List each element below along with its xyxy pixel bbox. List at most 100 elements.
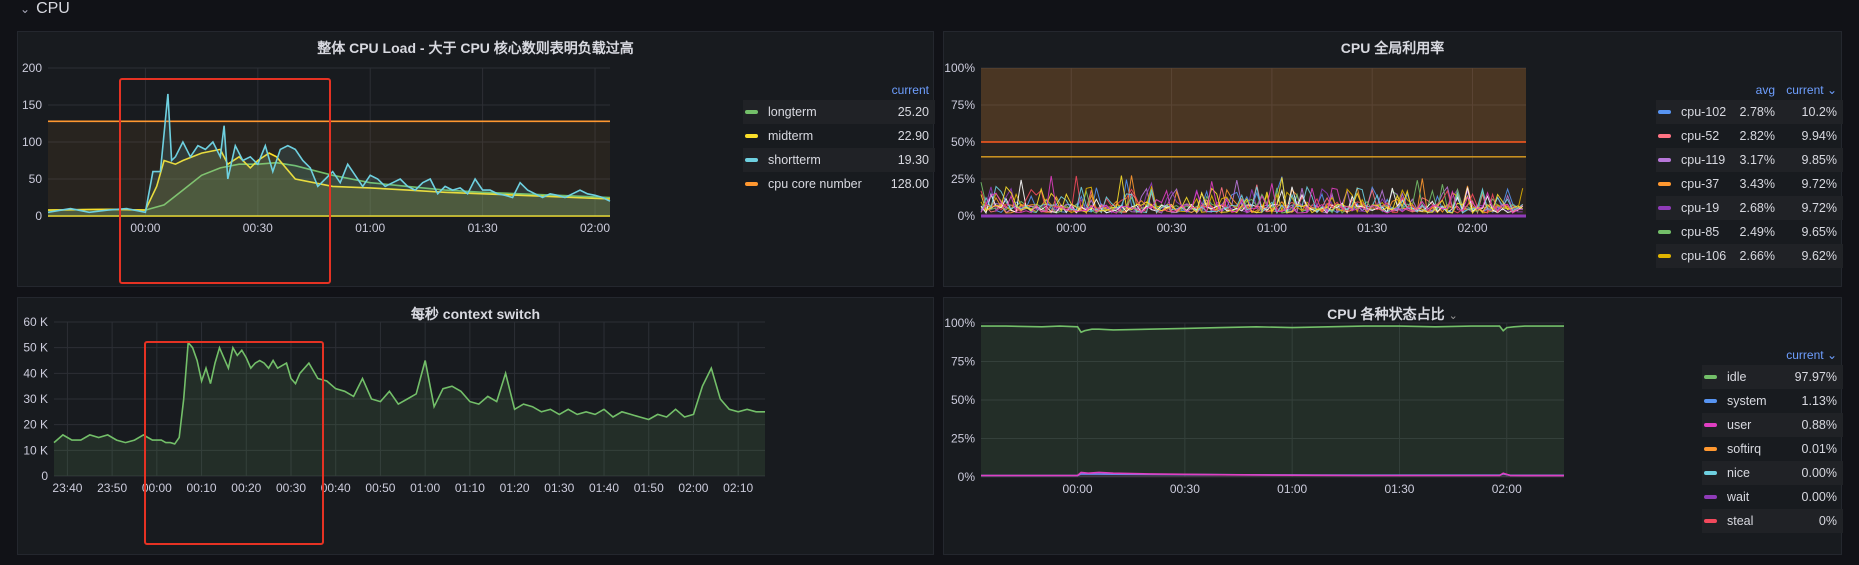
legend-series-name: steal (1727, 514, 1754, 528)
legend-item-softirq[interactable]: softirq 0.01% (1702, 437, 1843, 461)
legend-value-avg: 3.17% (1739, 153, 1775, 167)
y-tick-label: 100 (22, 135, 42, 149)
y-tick-label: 150 (22, 98, 42, 112)
series-line-idle[interactable] (981, 325, 1564, 334)
panel-context-switch[interactable]: 每秒 context switch 0 10 K 20 K 30 K 40 K 50 K 6… (17, 297, 934, 555)
legend-value-current: 128.00 (890, 177, 929, 191)
series-area-idle (981, 326, 1564, 477)
legend-item-midterm[interactable]: midterm 22.90 (743, 124, 935, 148)
y-tick-label: 50% (951, 135, 975, 149)
legend-series-name: cpu-85 (1681, 225, 1720, 239)
series-color-swatch (745, 158, 758, 162)
legend-value-current: 9.85% (1801, 153, 1837, 167)
y-tick-label: 0 (35, 209, 42, 223)
legend: current ⌄ idle 97.97% system 1.13% user 0.88%… (1702, 345, 1843, 533)
legend-item-wait[interactable]: wait 0.00% (1702, 485, 1843, 509)
context-switch-plot[interactable]: 0 10 K 20 K 30 K 40 K 50 K 60 K 23:40 23:50 00:00… (18, 298, 935, 556)
panel-title: 每秒 context switch (410, 306, 541, 322)
legend-item-idle[interactable]: idle 97.97% (1702, 365, 1843, 389)
series-line-shortterm[interactable] (47, 93, 611, 214)
series-color-swatch (1704, 375, 1717, 379)
panel-cpu-utilization[interactable]: CPU 全局利用率 0% 25% 50% 75% 100% 00:00 00:30 01:00… (943, 31, 1843, 288)
legend-series-name: shortterm (768, 153, 821, 167)
legend-header-avg[interactable]: avg (1755, 83, 1775, 97)
legend-value-current: 1.13% (1801, 394, 1837, 408)
legend-series-name: midterm (768, 129, 814, 143)
legend-series-name: longterm (768, 105, 817, 119)
legend-header-current[interactable]: current ⌄ (1786, 83, 1837, 97)
legend-item-cpu-52[interactable]: cpu-52 2.82% 9.94% (1656, 124, 1843, 148)
panel-cpu-states[interactable]: CPU 各种状态占比 ⌄ 0% 25% 50% 75% 100% 00:00 00:30 01:… (943, 297, 1843, 556)
series-area-shortterm (48, 93, 610, 216)
cpu-core-trace (980, 175, 1524, 214)
x-tick-label: 02:00 (678, 481, 708, 495)
legend-value-current: 0.00% (1801, 490, 1837, 504)
y-tick-label: 40 K (23, 366, 48, 380)
legend-item-cpu-119[interactable]: cpu-119 3.17% 9.85% (1656, 148, 1843, 172)
chevron-down-icon[interactable]: ⌄ (20, 2, 31, 16)
y-tick-label: 60 K (23, 315, 48, 329)
panel-cpu-load[interactable]: 整体 CPU Load - 大于 CPU 核心数则表明负载过高 0 50 100 15… (17, 31, 935, 287)
legend-item-cpu-19[interactable]: cpu-19 2.68% 9.72% (1656, 196, 1843, 220)
legend-series-name: cpu-52 (1681, 129, 1720, 143)
y-tick-label: 25% (951, 172, 975, 186)
legend-series-name: idle (1727, 370, 1747, 384)
x-tick-label: 01:30 (468, 221, 498, 235)
x-tick-label: 00:20 (231, 481, 261, 495)
legend-item-system[interactable]: system 1.13% (1702, 389, 1843, 413)
legend-item-shortterm[interactable]: shortterm 19.30 (743, 148, 935, 172)
legend-item-cpu-106[interactable]: cpu-106 2.66% 9.62% (1656, 244, 1843, 268)
legend-value-current: 9.94% (1801, 129, 1837, 143)
x-tick-label: 02:00 (1457, 221, 1487, 235)
legend-item-cpu-37[interactable]: cpu-37 3.43% 9.72% (1656, 172, 1843, 196)
panel-title: 整体 CPU Load - 大于 CPU 核心数则表明负载过高 (317, 40, 634, 56)
legend-value-current: 19.30 (897, 153, 929, 167)
series-color-swatch (1704, 423, 1717, 427)
legend-series-name: user (1727, 418, 1752, 432)
x-tick-label: 01:00 (1257, 221, 1287, 235)
cpu-states-plot[interactable]: 0% 25% 50% 75% 100% 00:00 00:30 01:00 01:30 02:00 (944, 298, 1843, 556)
legend-item-steal[interactable]: steal 0% (1702, 509, 1843, 533)
x-tick-label: 00:30 (1170, 482, 1200, 496)
legend-value-avg: 2.82% (1739, 129, 1775, 143)
y-tick-label: 0% (958, 470, 976, 484)
legend-value-avg: 2.68% (1739, 201, 1775, 215)
x-tick-label: 01:30 (1357, 221, 1387, 235)
legend-value-current: 0.00% (1801, 466, 1837, 480)
y-tick-label: 100% (944, 61, 975, 75)
legend-header-current[interactable]: current (891, 83, 929, 97)
legend-value-avg: 3.43% (1739, 177, 1775, 191)
legend-item-cpu-102[interactable]: cpu-102 2.78% 10.2% (1656, 100, 1843, 124)
legend-value-current: 9.65% (1801, 225, 1837, 239)
series-line-midterm[interactable] (47, 148, 611, 211)
legend-item-cpu-85[interactable]: cpu-85 2.49% 9.65% (1656, 220, 1843, 244)
x-tick-label: 00:30 (276, 481, 306, 495)
x-tick-label: 01:00 (410, 481, 440, 495)
series-color-swatch (745, 134, 758, 138)
y-tick-label: 0% (958, 209, 976, 223)
panel-title: CPU 全局利用率 (1340, 40, 1445, 56)
panel-title[interactable]: CPU 各种状态占比 ⌄ (1327, 306, 1458, 322)
legend-value-current: 9.72% (1801, 201, 1837, 215)
series-color-swatch (1704, 399, 1717, 403)
x-tick-label: 02:00 (1492, 482, 1522, 496)
series-line-user[interactable] (981, 471, 1565, 477)
row-header[interactable]: ⌄ CPU (20, 0, 70, 18)
series-line-context-switch[interactable] (53, 340, 765, 445)
legend-header-current[interactable]: current ⌄ (1786, 348, 1837, 362)
x-tick-label: 01:00 (1277, 482, 1307, 496)
legend-value-avg: 2.66% (1739, 249, 1775, 263)
cpu-util-plot[interactable]: 0% 25% 50% 75% 100% 00:00 00:30 01:00 01:30 02:00 (944, 32, 1843, 288)
series-area-context-switch (54, 342, 765, 476)
series-color-swatch (1704, 471, 1717, 475)
legend-item-nice[interactable]: nice 0.00% (1702, 461, 1843, 485)
legend-item-cpu-core-number[interactable]: cpu core number 128.00 (743, 172, 935, 196)
y-tick-label: 50% (951, 393, 975, 407)
legend-value-current: 9.72% (1801, 177, 1837, 191)
chevron-down-icon[interactable]: ⌄ (1448, 310, 1458, 322)
legend-item-longterm[interactable]: longterm 25.20 (743, 100, 935, 124)
x-tick-label: 00:40 (321, 481, 351, 495)
legend-item-user[interactable]: user 0.88% (1702, 413, 1843, 437)
x-tick-label: 00:00 (1063, 482, 1093, 496)
legend-series-name: cpu core number (768, 177, 862, 191)
